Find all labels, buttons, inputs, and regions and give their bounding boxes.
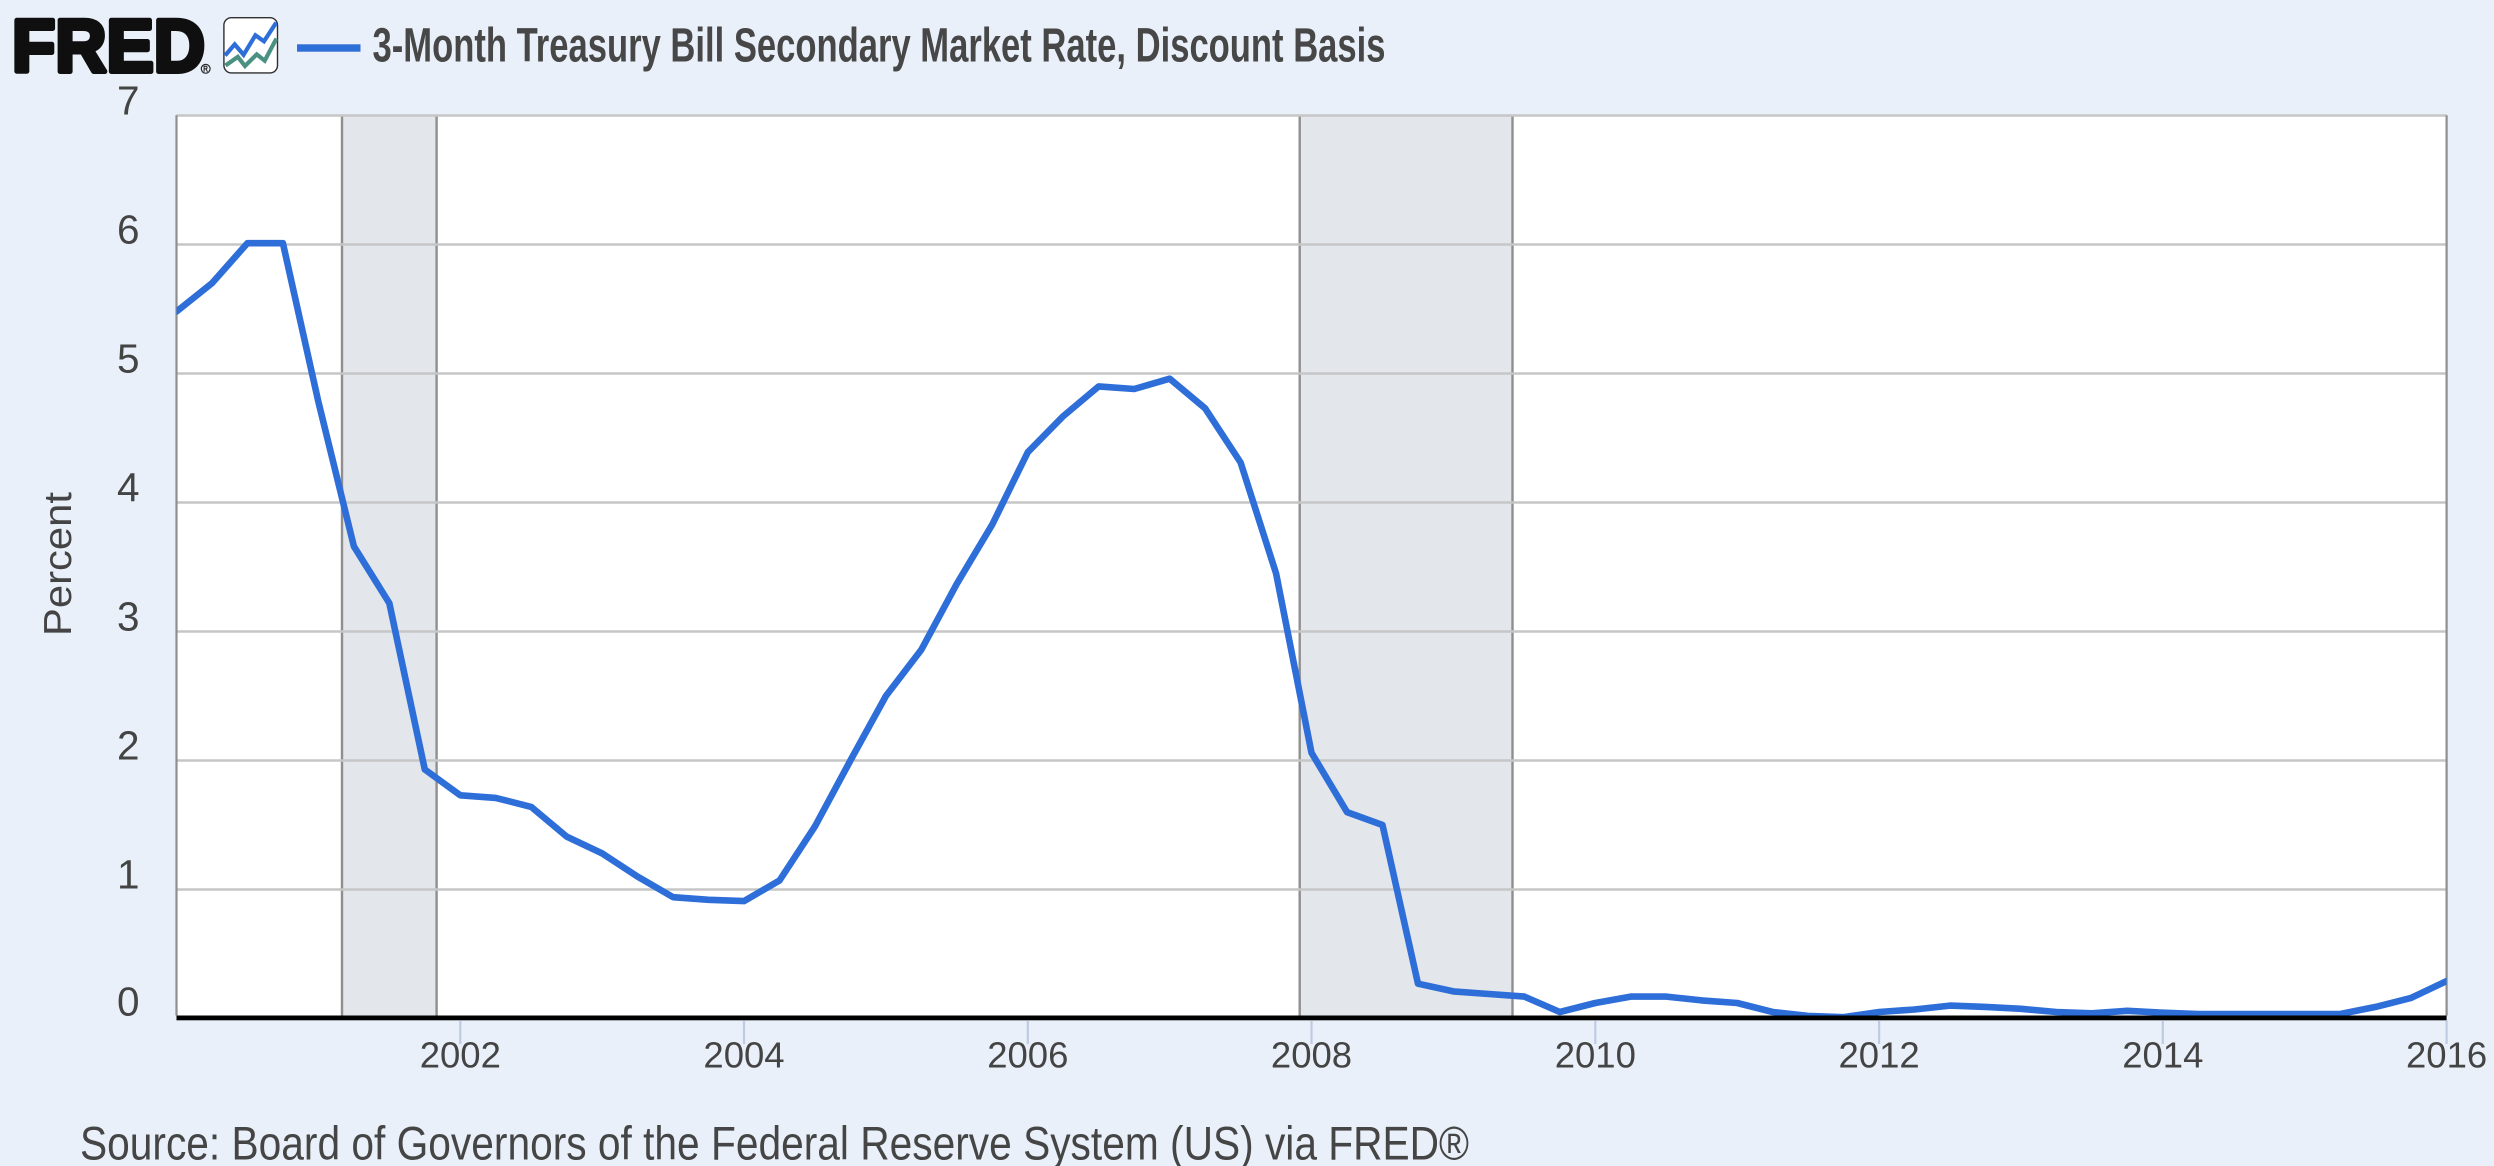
- svg-text:2010: 2010: [1555, 1035, 1636, 1076]
- svg-text:7: 7: [117, 78, 140, 124]
- svg-text:2002: 2002: [420, 1035, 501, 1076]
- svg-text:Source: Board of Governors of: Source: Board of Governors of the Federa…: [80, 1118, 1469, 1166]
- svg-text:2012: 2012: [1838, 1035, 1919, 1076]
- svg-text:2: 2: [117, 723, 140, 769]
- svg-text:2004: 2004: [703, 1035, 784, 1076]
- svg-text:2014: 2014: [2122, 1035, 2203, 1076]
- svg-text:2016: 2016: [2406, 1035, 2487, 1076]
- svg-text:2006: 2006: [987, 1035, 1068, 1076]
- svg-text:6: 6: [117, 207, 140, 253]
- svg-text:1: 1: [117, 852, 140, 898]
- svg-text:4: 4: [117, 465, 140, 511]
- svg-text:2008: 2008: [1271, 1035, 1352, 1076]
- svg-text:Percent: Percent: [37, 492, 80, 636]
- svg-text:5: 5: [117, 336, 140, 382]
- svg-text:0: 0: [117, 978, 140, 1024]
- svg-text:3-Month Treasury Bill Secondar: 3-Month Treasury Bill Secondary Market R…: [373, 19, 1386, 73]
- svg-text:FRED: FRED: [12, 5, 205, 88]
- svg-text:3: 3: [117, 594, 140, 640]
